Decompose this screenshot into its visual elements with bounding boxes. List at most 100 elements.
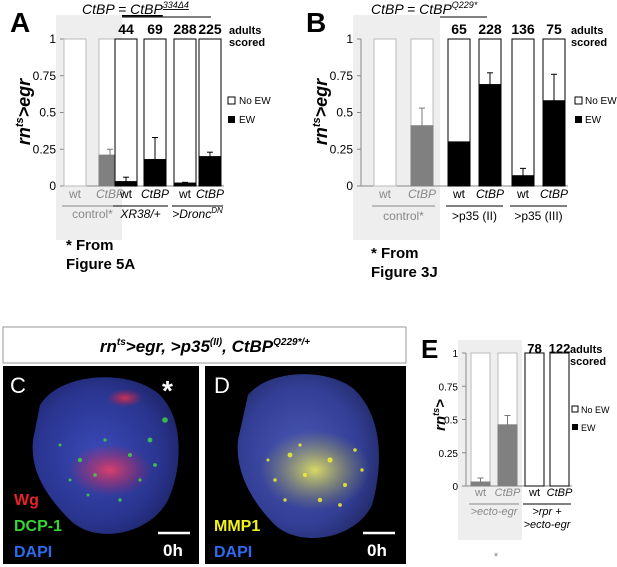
panel-b-counts-label-1: adults — [571, 25, 603, 37]
legend-ew-label: EW — [239, 115, 256, 126]
panel-e-legend: No EW EW — [571, 405, 610, 433]
panel-a-count-label: 69 — [147, 21, 163, 37]
panel-b-count-label: 75 — [546, 21, 562, 37]
panel-b-legend: No EW EW — [574, 96, 617, 126]
panel-a: A CtBP = CtBP334Δ4 rnts>egr adults score… — [10, 0, 271, 273]
svg-text:CtBP = CtBP334Δ4: CtBP = CtBP334Δ4 — [82, 0, 189, 17]
panel-a-bar-outline — [63, 38, 87, 187]
panel-e-bar-ew — [497, 424, 518, 487]
legend-ew-swatch — [228, 116, 235, 123]
panel-b-ylabel: rnts>egr — [311, 78, 331, 145]
panel-a-bar-no-ew — [114, 38, 138, 187]
panel-a-group-label-sup: DN — [211, 206, 223, 215]
panel-c-micrograph: C * Wg DCP-1 DAPI 0h — [3, 366, 199, 564]
panel-b-bar-no-ew — [511, 38, 535, 187]
panel-c-dcp1-speckles — [58, 417, 168, 502]
panel-d-stain-mmp1: MMP1 — [214, 518, 260, 535]
panel-e-group-label: >ecto-egr — [471, 506, 519, 518]
panel-a-bar-no-ew — [173, 38, 197, 187]
panel-e-category-label: wt — [528, 487, 540, 499]
svg-text:CtBP = CtBPQ229*: CtBP = CtBPQ229* — [371, 0, 478, 17]
panel-b-group-label: >p35 (II) — [452, 209, 497, 223]
panel-e-bar-no-ew — [549, 352, 570, 487]
panel-e-category-label: CtBP — [547, 487, 573, 499]
panel-e-category-label: CtBP — [495, 487, 521, 499]
panel-a-footnote-1: * From — [66, 237, 114, 254]
panel-a-category-label: CtBP — [141, 187, 169, 201]
panel-e: E rnts> adults scored 0 0.25 0.5 0.75 1 wt CtB… — [421, 334, 610, 563]
legend-ew-swatch — [572, 424, 578, 430]
panel-b: B CtBP = CtBPQ229* rnts>egr adults score… — [306, 0, 617, 281]
panel-b-footnote-1: * From — [371, 245, 419, 262]
legend-ew-label: EW — [581, 423, 596, 433]
panel-a-ylabel: rnts>egr — [14, 78, 34, 145]
legend-no-ew-label: No EW — [585, 96, 617, 107]
panel-b-bar-ew — [447, 141, 471, 187]
panel-e-count-label: 122 — [549, 341, 571, 356]
panel-b-ytick-label: 0 — [346, 179, 353, 193]
panel-b-ytick-label: 0.25 — [330, 142, 354, 156]
panel-e-count-label: 78 — [527, 341, 541, 356]
panel-a-bar-ew — [114, 181, 138, 187]
panel-e-ytick-label: 1 — [452, 349, 458, 360]
banner-box — [2, 326, 407, 364]
panel-a-ytick-label: 0.25 — [33, 142, 57, 156]
panel-b-count-label: 136 — [511, 21, 535, 37]
panel-c-asterisk: * — [162, 375, 173, 406]
panel-d-letter: D — [214, 373, 230, 398]
panel-b-ytick-label: 0.75 — [330, 69, 354, 83]
panel-b-bar-ew — [542, 100, 566, 187]
panel-a-group-label: XR38/+ — [119, 207, 160, 221]
legend-no-ew-label: No EW — [239, 96, 271, 107]
panel-b-bar-ew — [410, 125, 434, 187]
panel-a-group-label: >DroncDN — [172, 206, 223, 221]
panel-c-time: 0h — [163, 541, 183, 560]
panel-e-bar-no-ew — [524, 352, 545, 487]
panel-b-header-text: CtBP = CtBP — [371, 1, 452, 17]
panel-c-stain-wg: Wg — [14, 492, 39, 509]
panel-b-category-label: CtBP — [408, 187, 436, 201]
panel-a-bar-ew — [143, 159, 167, 187]
panel-e-group-label: >rpr + — [532, 506, 562, 518]
panel-b-bar-ew — [478, 84, 502, 187]
panel-a-ytick-label: 1 — [49, 32, 56, 46]
panel-a-count-label: 288 — [173, 21, 197, 37]
panel-b-footnote-2: Figure 3J — [371, 264, 438, 281]
panel-b-chart: 0 0.25 0.5 0.75 1 wt CtBP 65 wt 228 CtBP 136 wt 75 CtB… — [330, 15, 568, 240]
panel-a-footnote-2: Figure 5A — [66, 256, 135, 273]
banner-text: rnts>egr, >p35(II), CtBPQ229*/+ — [100, 337, 310, 356]
legend-no-ew-label: No EW — [581, 405, 610, 415]
panel-c-top-red — [107, 389, 143, 407]
panel-e-asterisk: * — [494, 551, 499, 563]
panel-a-category-label: wt — [119, 187, 133, 201]
panel-a-count-label: 225 — [198, 21, 222, 37]
panel-b-count-label: 228 — [478, 21, 502, 37]
panel-c-stain-dapi: DAPI — [14, 544, 52, 561]
legend-no-ew-swatch — [227, 96, 236, 105]
panel-d-mmp1-region — [260, 430, 370, 510]
panel-a-header-sup: 334Δ4 — [163, 0, 189, 10]
panel-b-group-label: >p35 (III) — [514, 209, 562, 223]
panel-b-group-label: control* — [383, 209, 424, 223]
panel-e-counts-label-1: adults — [570, 344, 602, 356]
panel-b-category-label: CtBP — [476, 187, 504, 201]
panel-b-counts-label-2: scored — [571, 37, 607, 49]
panel-a-counts-label-2: scored — [229, 37, 265, 49]
panel-b-ytick-label: 0.5 — [336, 106, 353, 120]
panel-a-group-label: control* — [72, 207, 113, 221]
panel-a-header: CtBP = CtBP334Δ4 — [82, 0, 211, 18]
legend-ew-swatch — [575, 116, 582, 123]
panel-c-stain-dcp1: DCP-1 — [14, 518, 62, 535]
panel-b-ytick-label: 1 — [346, 32, 353, 46]
panel-e-group-label: >ecto-egr — [524, 519, 572, 531]
panel-e-counts-label-2: scored — [570, 356, 606, 368]
panel-d-micrograph: D MMP1 DAPI 0h — [205, 366, 406, 564]
panel-a-bar-ew — [173, 182, 197, 187]
panel-a-category-label: wt — [68, 187, 82, 201]
panel-a-category-label: CtBP — [96, 187, 124, 201]
panel-a-legend: No EW EW — [227, 96, 271, 126]
panel-e-ylabel: rnts> — [431, 399, 449, 431]
panel-d-stain-dapi: DAPI — [214, 544, 252, 561]
legend-no-ew-swatch — [574, 96, 583, 105]
panel-e-ytick-label: 0 — [452, 482, 458, 493]
